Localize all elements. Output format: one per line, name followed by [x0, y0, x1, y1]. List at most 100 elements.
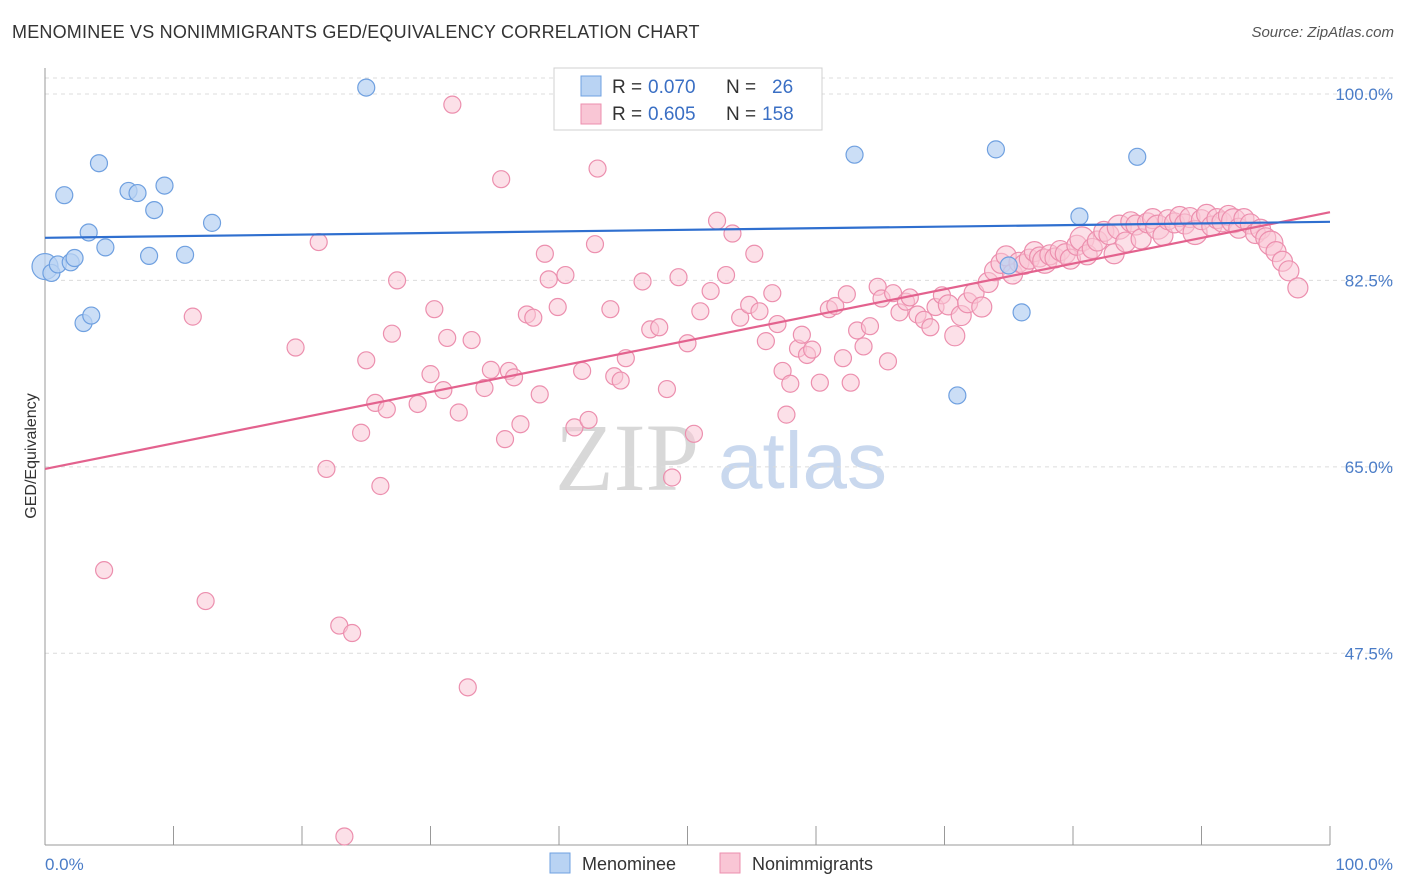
point-nonimmigrants: [716, 265, 736, 285]
point-menominee: [845, 145, 864, 164]
point-nonimmigrants: [95, 561, 114, 580]
point-nonimmigrants: [588, 159, 607, 178]
point-nonimmigrants: [701, 281, 720, 301]
point-nonimmigrants: [458, 678, 477, 697]
point-menominee: [139, 246, 159, 266]
point-nonimmigrants: [763, 284, 782, 303]
legend-n-label-1: N =: [726, 77, 756, 98]
point-nonimmigrants: [425, 300, 444, 319]
y-tick-label: 47.5%: [1345, 644, 1393, 663]
point-nonimmigrants: [883, 284, 903, 303]
point-nonimmigrants: [841, 373, 860, 392]
watermark: ZIP atlas: [555, 404, 887, 511]
point-menominee: [1128, 147, 1147, 166]
legend-r-value-2: 0.605: [648, 104, 696, 125]
point-nonimmigrants: [317, 459, 336, 479]
point-nonimmigrants: [352, 423, 371, 442]
trend-lines: [44, 211, 1331, 471]
point-nonimmigrants: [860, 317, 880, 336]
point-nonimmigrants: [535, 244, 554, 263]
point-nonimmigrants: [524, 308, 543, 327]
point-nonimmigrants: [650, 318, 669, 337]
point-nonimmigrants: [662, 468, 682, 487]
point-nonimmigrants: [777, 405, 796, 424]
point-nonimmigrants: [707, 211, 727, 230]
stats-legend: R = 0.070 N = 26 R = 0.605 N = 158: [553, 67, 823, 131]
point-nonimmigrants: [548, 297, 567, 317]
point-nonimmigrants: [196, 591, 215, 611]
point-menominee: [155, 176, 174, 195]
point-menominee: [65, 248, 84, 268]
menominee-swatch: [580, 75, 602, 97]
point-nonimmigrants: [601, 300, 620, 319]
point-nonimmigrants: [335, 827, 354, 846]
point-nonimmigrants: [387, 271, 407, 290]
point-menominee: [175, 245, 195, 264]
point-nonimmigrants: [803, 340, 822, 359]
point-nonimmigrants: [377, 400, 396, 419]
point-menominee: [145, 200, 164, 220]
bottom-legend: Menominee Nonimmigrants: [549, 852, 873, 874]
bottom-legend-menominee: Menominee: [582, 854, 676, 874]
point-nonimmigrants: [183, 307, 202, 326]
point-nonimmigrants: [495, 430, 515, 449]
point-nonimmigrants: [691, 302, 710, 321]
point-nonimmigrants: [921, 318, 940, 337]
point-nonimmigrants: [443, 95, 462, 114]
point-nonimmigrants: [382, 324, 402, 343]
point-nonimmigrants: [492, 170, 511, 189]
legend-n-value-1: 26: [772, 77, 793, 98]
point-nonimmigrants: [462, 330, 481, 350]
point-nonimmigrants: [731, 308, 750, 327]
point-nonimmigrants: [357, 351, 376, 370]
point-nonimmigrants: [611, 371, 630, 390]
point-nonimmigrants: [343, 623, 362, 643]
trendline-nonimmigrants: [44, 211, 1331, 471]
chart-title: MENOMINEE VS NONIMMIGRANTS GED/EQUIVALEN…: [12, 22, 700, 42]
point-nonimmigrants: [837, 285, 856, 304]
point-menominee: [55, 186, 74, 205]
point-nonimmigrants: [565, 418, 584, 437]
point-nonimmigrants: [971, 296, 993, 318]
point-menominee: [948, 386, 967, 405]
point-nonimmigrants: [678, 334, 697, 353]
point-nonimmigrants: [481, 360, 500, 379]
point-nonimmigrants: [723, 224, 742, 243]
point-nonimmigrants: [854, 337, 873, 356]
point-nonimmigrants: [438, 328, 457, 348]
point-menominee: [82, 306, 101, 325]
x-tick-label: 0.0%: [45, 855, 84, 874]
point-menominee: [986, 140, 1006, 159]
point-nonimmigrants: [579, 410, 598, 430]
point-menominee: [128, 183, 147, 203]
point-nonimmigrants: [475, 378, 494, 398]
point-nonimmigrants: [449, 403, 468, 422]
point-nonimmigrants: [750, 302, 769, 321]
point-menominee: [89, 154, 109, 173]
y-axis-label: GED/Equivalency: [23, 393, 40, 518]
legend-r-label-1: R =: [612, 77, 642, 98]
point-nonimmigrants: [421, 365, 440, 384]
point-nonimmigrants: [633, 272, 652, 291]
y-tick-labels: 100.0% 82.5% 65.0% 47.5%: [1335, 85, 1393, 663]
point-menominee: [357, 78, 376, 97]
legend-n-value-2: 158: [762, 104, 794, 125]
point-nonimmigrants: [657, 379, 677, 399]
point-nonimmigrants: [669, 268, 688, 287]
point-menominee: [96, 238, 115, 257]
legend-r-label-2: R =: [612, 104, 642, 125]
series-nonimmigrants: [95, 95, 1309, 846]
point-nonimmigrants: [810, 373, 829, 392]
point-menominee: [999, 256, 1018, 275]
point-nonimmigrants: [556, 265, 575, 285]
point-menominee: [202, 213, 222, 232]
point-nonimmigrants: [530, 385, 549, 404]
y-tick-label: 100.0%: [1335, 85, 1393, 104]
point-menominee: [1070, 207, 1089, 226]
point-nonimmigrants: [286, 338, 305, 357]
nonimmigrants-swatch: [580, 103, 602, 125]
point-nonimmigrants: [539, 270, 558, 289]
point-nonimmigrants: [1278, 260, 1300, 282]
point-nonimmigrants: [792, 325, 811, 344]
